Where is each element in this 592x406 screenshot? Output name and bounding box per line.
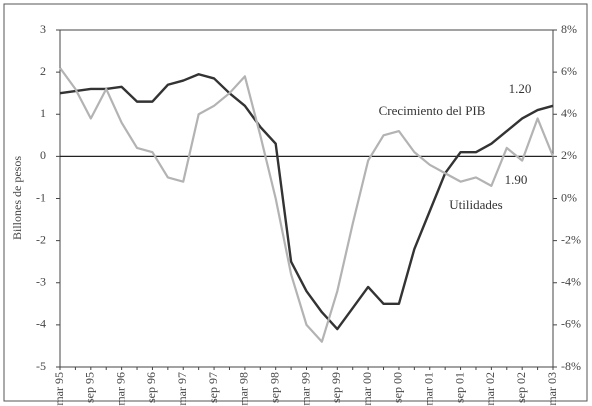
y-tick-label: -5 bbox=[36, 359, 46, 373]
series-line bbox=[59, 67, 555, 343]
y-tick-label: 2 bbox=[40, 64, 46, 78]
x-tick-label: sep 95 bbox=[83, 372, 97, 403]
y-tick-label: 3 bbox=[40, 22, 46, 36]
x-tick-label: sep 97 bbox=[206, 372, 220, 403]
y2-tick-label: 6% bbox=[561, 64, 577, 78]
x-tick-label: mar 98 bbox=[237, 372, 251, 406]
x-tick-label: sep 96 bbox=[144, 372, 158, 403]
y2-tick-label: 8% bbox=[561, 22, 577, 36]
y-tick-label: 0 bbox=[40, 148, 46, 162]
y-tick-label: -3 bbox=[36, 275, 46, 289]
x-tick-label: sep 99 bbox=[329, 372, 343, 403]
y-tick-label: -1 bbox=[36, 190, 46, 204]
x-tick-label: mar 96 bbox=[113, 372, 127, 406]
y-tick-label: -4 bbox=[36, 317, 46, 331]
x-tick-label: sep 00 bbox=[391, 372, 405, 403]
x-tick-label: mar 97 bbox=[175, 372, 189, 406]
y2-tick-label: -6% bbox=[561, 317, 581, 331]
series-label: Crecimiento del PIB bbox=[379, 103, 486, 118]
y-tick-label: 1 bbox=[40, 106, 46, 120]
x-tick-label: mar 95 bbox=[52, 372, 66, 406]
y2-tick-label: 4% bbox=[561, 106, 577, 120]
y2-tick-label: -4% bbox=[561, 275, 581, 289]
y2-tick-label: 0% bbox=[561, 190, 577, 204]
y2-tick-label: 2% bbox=[561, 148, 577, 162]
x-tick-label: sep 02 bbox=[514, 372, 528, 403]
annotation: 1.20 bbox=[509, 81, 532, 96]
y-tick-label: -2 bbox=[36, 232, 46, 246]
x-tick-label: sep 98 bbox=[267, 372, 281, 403]
y-axis-label: Billones de pesos bbox=[10, 156, 24, 240]
frame bbox=[3, 3, 588, 402]
x-tick-label: mar 00 bbox=[360, 372, 374, 406]
series-label: Utilidades bbox=[449, 197, 502, 212]
x-tick-label: mar 02 bbox=[483, 372, 497, 406]
x-tick-label: mar 03 bbox=[545, 372, 559, 406]
y2-tick-label: -2% bbox=[561, 232, 581, 246]
x-tick-label: mar 01 bbox=[422, 372, 436, 406]
x-tick-label: sep 01 bbox=[452, 372, 466, 403]
series-line bbox=[59, 73, 554, 331]
y2-tick-label: -8% bbox=[561, 359, 581, 373]
annotation: 1.90 bbox=[505, 172, 528, 187]
x-tick-label: mar 99 bbox=[298, 372, 312, 406]
